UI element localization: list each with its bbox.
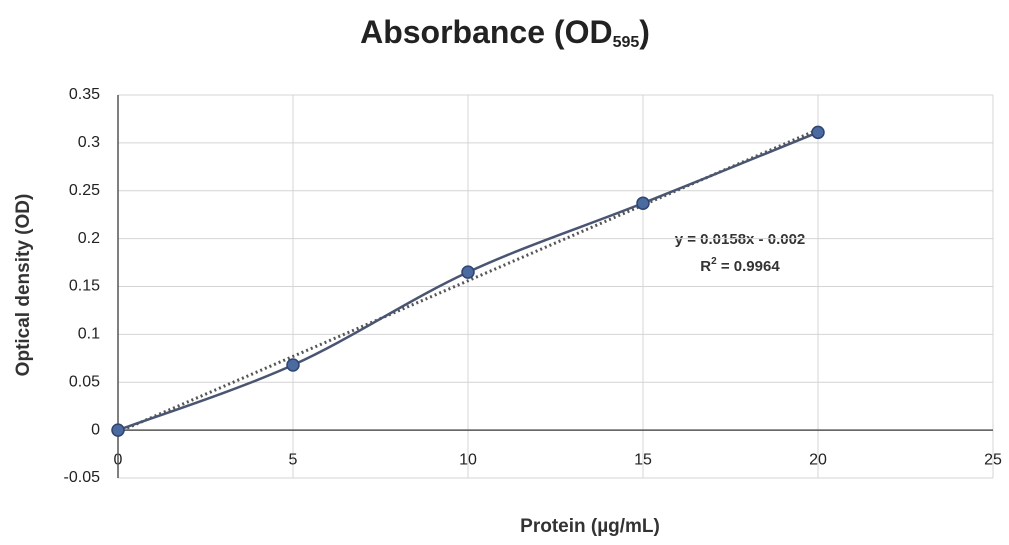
r2-value: = 0.9964 bbox=[717, 258, 781, 275]
y-tick-label: 0.25 bbox=[69, 182, 100, 199]
y-tick-label: -0.05 bbox=[64, 469, 101, 486]
data-point bbox=[111, 423, 125, 437]
y-axis-label: Optical density (OD) bbox=[13, 194, 34, 377]
y-tick-label: 0.35 bbox=[69, 86, 100, 103]
title-suffix: ) bbox=[639, 14, 650, 50]
y-tick-label: 0.05 bbox=[69, 373, 100, 390]
data-point bbox=[811, 125, 825, 140]
title-text: Absorbance (OD bbox=[360, 14, 612, 50]
y-tick-label: 0.2 bbox=[78, 230, 100, 247]
x-tick-label: 20 bbox=[809, 451, 827, 468]
x-tick-label: 5 bbox=[289, 451, 298, 468]
data-point bbox=[636, 196, 650, 210]
data-point bbox=[461, 265, 475, 279]
y-tick-label: 0.15 bbox=[69, 278, 100, 295]
data-point bbox=[286, 358, 300, 372]
chart-title: Absorbance (OD595) bbox=[360, 14, 650, 51]
x-tick-label: 10 bbox=[459, 451, 477, 468]
y-tick-label: 0.1 bbox=[78, 326, 100, 343]
x-tick-label: 25 bbox=[984, 451, 1002, 468]
r2-superscript: 2 bbox=[711, 256, 717, 267]
r-squared: R2 = 0.9964 bbox=[700, 256, 780, 275]
y-tick-label: 0 bbox=[91, 421, 100, 438]
trendline-equation: y = 0.0158x - 0.002 bbox=[675, 231, 806, 248]
title-subscript: 595 bbox=[613, 34, 640, 51]
x-axis-label: Protein (µg/mL) bbox=[520, 516, 660, 537]
x-tick-label: 15 bbox=[634, 451, 652, 468]
r2-prefix: R bbox=[700, 258, 711, 275]
y-tick-label: 0.3 bbox=[78, 134, 100, 151]
